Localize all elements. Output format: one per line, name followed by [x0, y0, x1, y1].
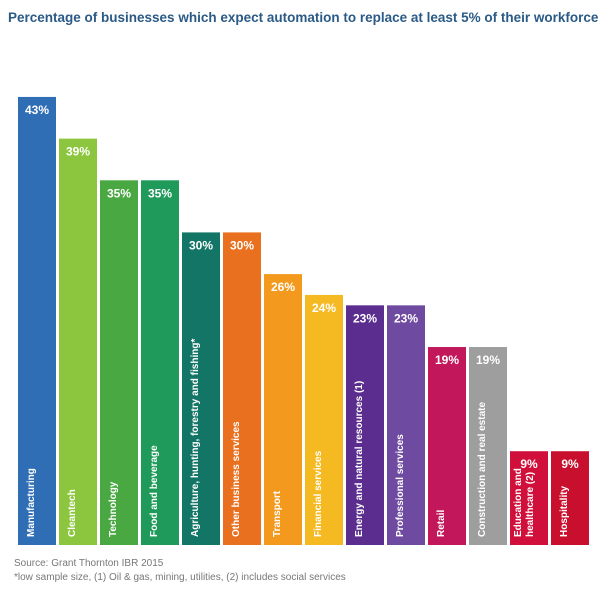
category-label: Other business services: [231, 421, 242, 537]
value-label: 24%: [312, 301, 336, 315]
bar: [18, 96, 56, 545]
bar: [264, 274, 302, 545]
category-label: Construction and real estate: [477, 402, 488, 537]
category-label: Retail: [436, 510, 447, 537]
bar: [182, 232, 220, 545]
bar: [346, 305, 384, 545]
value-label: 43%: [25, 103, 49, 117]
value-label: 23%: [353, 311, 377, 325]
category-label: Transport: [272, 490, 283, 537]
category-label: Technology: [108, 481, 119, 537]
bar: [141, 180, 179, 546]
value-label: 23%: [394, 311, 418, 325]
value-label: 9%: [520, 457, 538, 471]
bar: [551, 451, 589, 545]
source: Source: Grant Thornton IBR 2015: [14, 558, 164, 569]
bar: [510, 451, 548, 545]
category-label: Agriculture, hunting, forestry and fishi…: [190, 339, 201, 537]
value-label: 9%: [561, 457, 579, 471]
value-label: 35%: [148, 186, 172, 200]
footnote: *low sample size, (1) Oil & gas, mining,…: [14, 572, 346, 583]
category-label: Professional services: [395, 434, 406, 537]
category-label: Manufacturing: [26, 468, 37, 537]
category-label: Financial services: [313, 450, 324, 537]
value-label: 26%: [271, 280, 295, 294]
value-label: 30%: [189, 238, 213, 252]
value-label: 19%: [476, 353, 500, 367]
chart-title: Percentage of businesses which expect au…: [8, 10, 599, 25]
category-label: Food and beverage: [149, 445, 160, 537]
bar: [305, 294, 343, 545]
bar: [469, 347, 507, 545]
bar: [428, 347, 466, 545]
category-label: Hospitality: [559, 485, 570, 537]
bar: [100, 180, 138, 546]
bar: [59, 138, 97, 545]
category-label: Education and healthcare (2): [513, 465, 536, 537]
bar: [223, 232, 261, 545]
category-label: Cleantech: [67, 489, 78, 537]
category-label: Energy and natural resources (1): [354, 381, 365, 537]
value-label: 39%: [66, 145, 90, 159]
value-label: 30%: [230, 238, 254, 252]
value-label: 19%: [435, 353, 459, 367]
bar: [387, 305, 425, 545]
value-label: 35%: [107, 186, 131, 200]
